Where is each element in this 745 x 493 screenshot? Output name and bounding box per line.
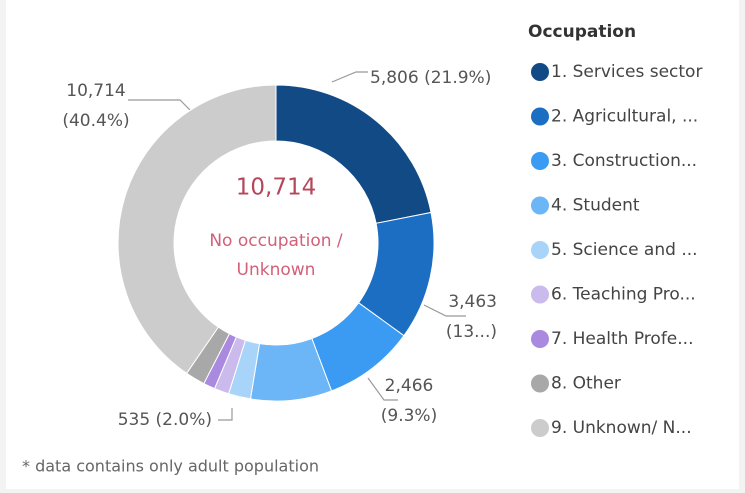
legend-swatch (531, 63, 549, 81)
center-value: 10,714 (236, 175, 316, 201)
data-label: 5,806 (21.9%) (370, 68, 491, 88)
center-label: No occupation / Unknown (209, 231, 343, 280)
legend-label: 5. Science and ... (551, 240, 698, 260)
legend-swatch (531, 107, 549, 126)
legend-title: Occupation (528, 22, 636, 42)
data-label: 2,466 (9.3%) (381, 376, 437, 426)
leader-line (128, 99, 191, 111)
legend-swatch (531, 374, 549, 393)
donut-segment (117, 84, 277, 374)
legend-swatch (531, 330, 549, 348)
legend-swatch (531, 152, 549, 170)
leader-line (218, 408, 233, 421)
legend-label: 2. Agricultural, ... (551, 107, 698, 127)
leader-line (423, 304, 466, 317)
data-label: 3,463 (13...) (446, 292, 497, 342)
legend-label: 3. Construction... (551, 151, 697, 171)
legend-label: 1. Services sector (551, 62, 702, 82)
legend-label: 7. Health Profe... (551, 329, 693, 349)
legend-swatch (531, 419, 549, 437)
legend-label: 8. Other (551, 374, 621, 394)
chart: Occupation 10,714 No occupation / Unknown… (22, 22, 702, 476)
data-label: 10,714 (40.4%) (62, 81, 129, 131)
legend-swatch (531, 241, 549, 259)
panel: Occupation 10,714 No occupation / Unknown… (6, 0, 739, 489)
legend-label: 6. Teaching Pro... (551, 285, 696, 305)
legend-swatch (531, 196, 549, 215)
data-label: 535 (2.0%) (118, 410, 212, 430)
leader-line (331, 71, 368, 83)
legend-label: 4. Student (551, 196, 640, 216)
donut-segment (275, 84, 432, 224)
footnote: * data contains only adult population (22, 457, 319, 476)
legend-label: 9. Unknown/ N... (551, 418, 692, 438)
leader-line (367, 377, 398, 401)
legend-swatch (531, 285, 549, 304)
